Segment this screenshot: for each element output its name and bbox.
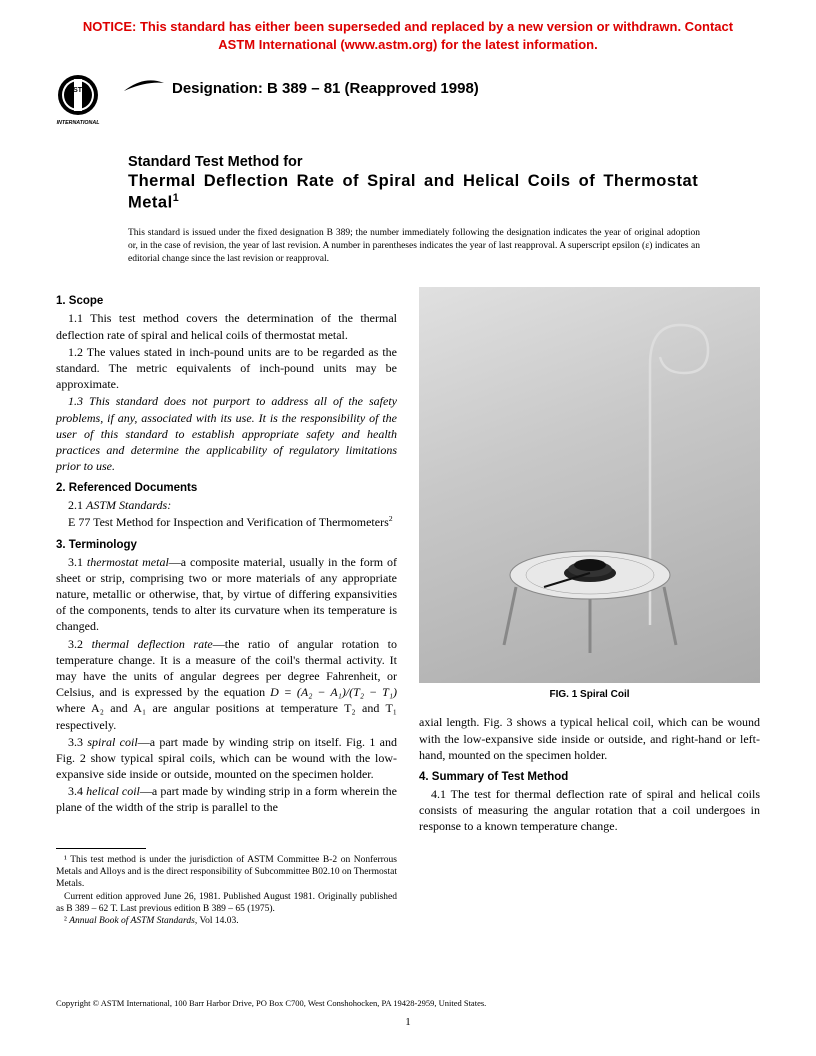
scope-head: 1. Scope — [56, 295, 397, 307]
copyright: Copyright © ASTM International, 100 Barr… — [56, 998, 486, 1008]
issuance-note: This standard is issued under the fixed … — [128, 227, 700, 265]
title-main: Thermal Deflection Rate of Spiral and He… — [128, 171, 720, 213]
page-number: 1 — [0, 1016, 816, 1028]
body-columns: 1. Scope 1.1 This test method covers the… — [56, 287, 760, 927]
ref-head: 2. Referenced Documents — [56, 482, 397, 494]
svg-text:INTERNATIONAL: INTERNATIONAL — [57, 120, 100, 126]
footnote-1b: Current edition approved June 26, 1981. … — [56, 891, 397, 916]
left-column: 1. Scope 1.1 This test method covers the… — [56, 287, 397, 927]
designation: Designation: B 389 – 81 (Reapproved 1998… — [172, 80, 479, 97]
para-1-3: 1.3 This standard does not purport to ad… — [56, 393, 397, 474]
right-column: FIG. 1 Spiral Coil axial length. Fig. 3 … — [419, 287, 760, 927]
para-3-1: 3.1 thermostat metal—a composite materia… — [56, 554, 397, 635]
para-1-2: 1.2 The values stated in inch-pound unit… — [56, 344, 397, 393]
ref-e77: E 77 Test Method for Inspection and Veri… — [56, 514, 397, 530]
astm-logo: ASTM INTERNATIONAL — [56, 73, 112, 129]
title-prefix: Standard Test Method for — [128, 153, 720, 171]
para-3-4: 3.4 helical coil—a part made by winding … — [56, 783, 397, 815]
svg-text:ASTM: ASTM — [68, 87, 88, 94]
para-2-1: 2.1 ASTM Standards: — [56, 497, 397, 513]
para-1-1: 1.1 This test method covers the determin… — [56, 310, 397, 342]
title-block: Standard Test Method for Thermal Deflect… — [128, 153, 720, 213]
para-3-3: 3.3 spiral coil—a part made by winding s… — [56, 734, 397, 783]
swoosh-icon — [124, 79, 164, 97]
footnote-1: ¹ This test method is under the jurisdic… — [56, 854, 397, 891]
para-4-1: 4.1 The test for thermal deflection rate… — [419, 786, 760, 835]
coil-stand-icon — [490, 515, 690, 655]
para-3-4-cont: axial length. Fig. 3 shows a typical hel… — [419, 714, 760, 763]
figure-1-image — [419, 287, 760, 683]
term-head: 3. Terminology — [56, 539, 397, 551]
supersession-notice: NOTICE: This standard has either been su… — [56, 18, 760, 53]
header: ASTM INTERNATIONAL Designation: B 389 – … — [56, 73, 760, 129]
footnote-2: ² Annual Book of ASTM Standards, Vol 14.… — [56, 915, 397, 927]
figure-1-caption: FIG. 1 Spiral Coil — [419, 689, 760, 700]
para-3-2: 3.2 thermal deflection rate—the ratio of… — [56, 636, 397, 733]
footnote-rule — [56, 848, 146, 849]
summary-head: 4. Summary of Test Method — [419, 771, 760, 783]
